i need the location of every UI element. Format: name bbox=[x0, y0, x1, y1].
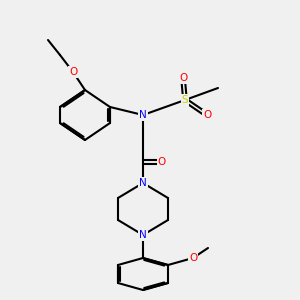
Text: N: N bbox=[139, 110, 147, 120]
Text: N: N bbox=[139, 230, 147, 240]
Text: O: O bbox=[158, 157, 166, 167]
Text: S: S bbox=[182, 95, 188, 105]
Text: O: O bbox=[69, 67, 77, 77]
Text: N: N bbox=[139, 178, 147, 188]
Text: O: O bbox=[203, 110, 211, 120]
Text: O: O bbox=[179, 73, 187, 83]
Text: O: O bbox=[189, 253, 197, 263]
